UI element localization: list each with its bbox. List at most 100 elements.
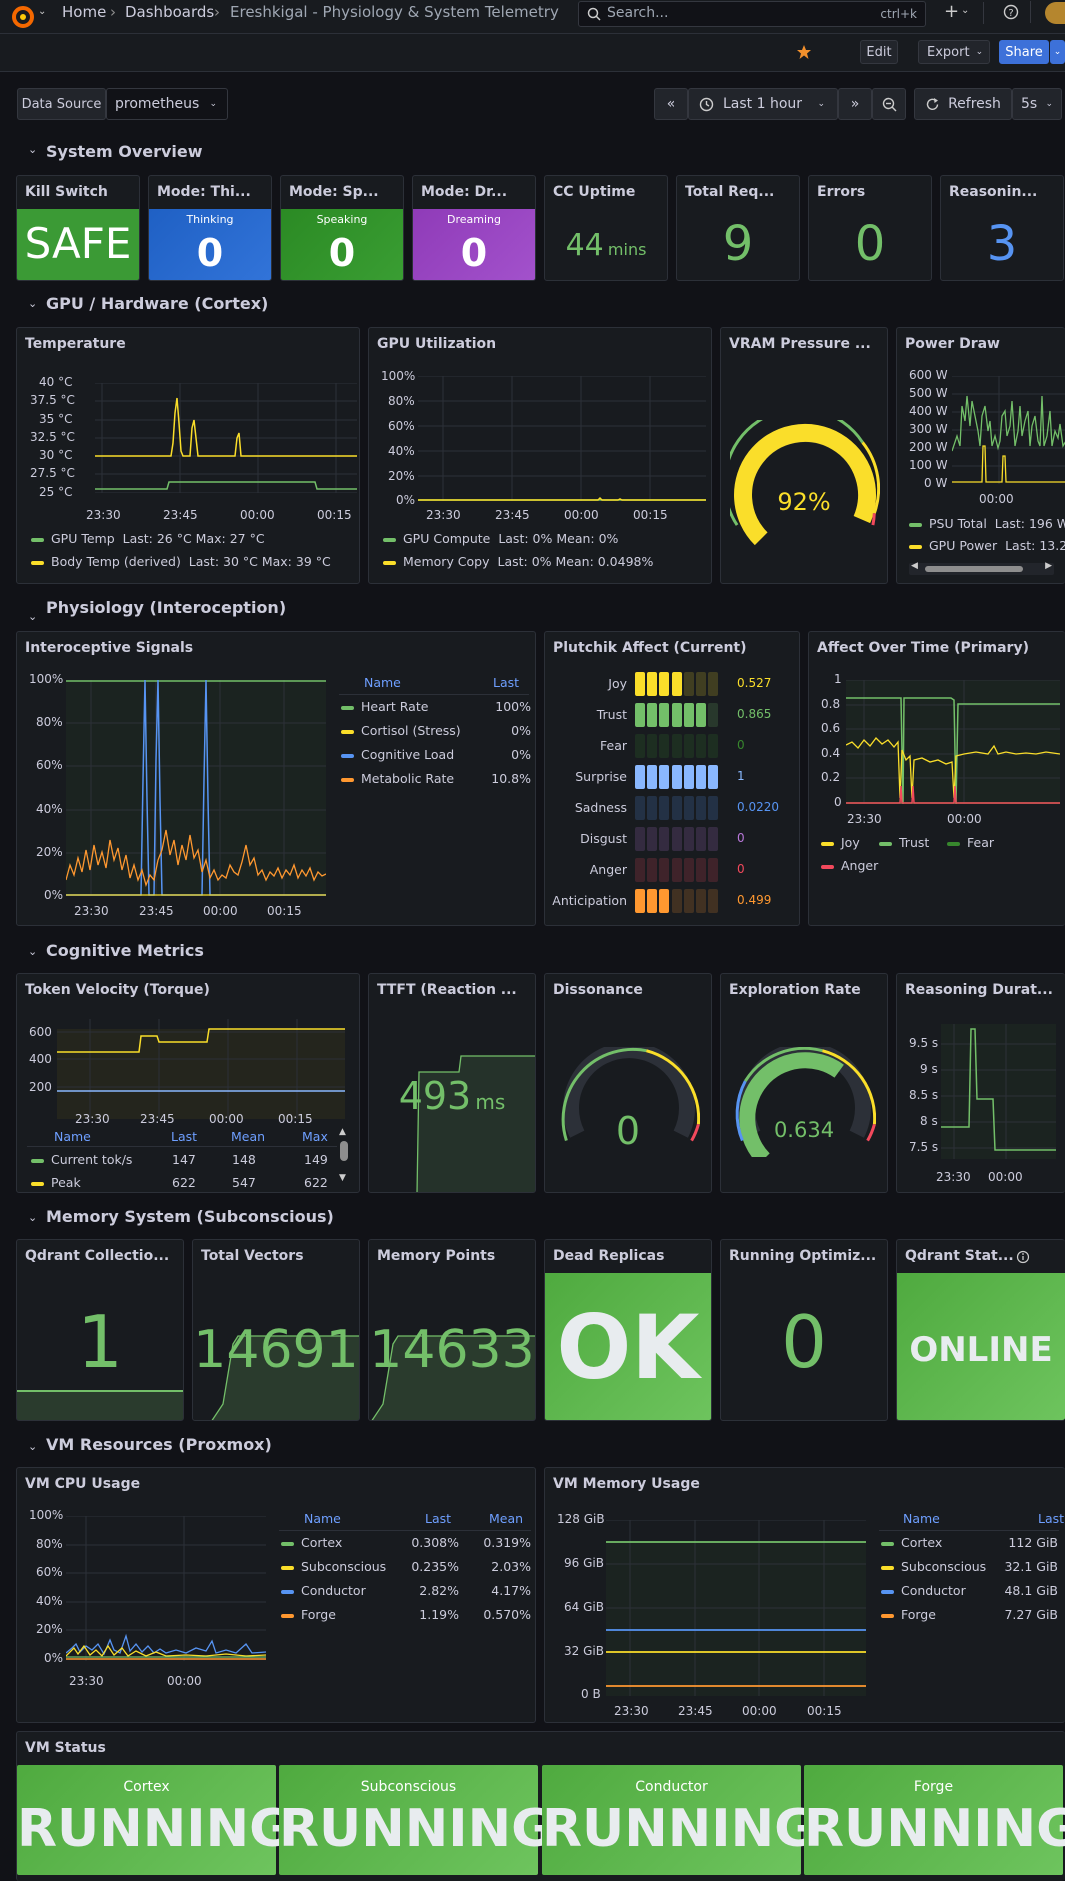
reasoning-panel: Reasonin... 3 [940, 175, 1064, 281]
table-header-last[interactable]: Last [171, 1129, 198, 1144]
table-header-mean[interactable]: Mean [489, 1511, 524, 1526]
chevron-down-icon[interactable]: ⌄ [28, 1440, 38, 1453]
vm-cpu-chart[interactable] [66, 1516, 266, 1661]
legend-item[interactable]: Trust [879, 835, 929, 850]
affect-over-time-chart[interactable] [846, 680, 1060, 804]
legend-item[interactable]: PSU Total Last: 196 W [909, 516, 1065, 531]
time-forward-button[interactable]: » [838, 88, 872, 120]
legend-item[interactable]: Body Temp (derived) Last: 30 °C Max: 39 … [31, 554, 331, 569]
table-row[interactable]: Forge 1.19% 0.570% [281, 1607, 531, 1622]
table-header-max[interactable]: Max [302, 1129, 328, 1144]
vm-tile-name: Subconscious [360, 1779, 457, 1795]
plutchik-row[interactable]: Sadness 0.0220 [545, 795, 799, 821]
token-velocity-chart[interactable] [57, 1019, 345, 1119]
table-row[interactable]: Cortex 112 GiB [881, 1535, 1058, 1550]
table-header-name[interactable]: Name [364, 675, 401, 690]
table-header-name[interactable]: Name [903, 1511, 940, 1526]
dissonance-gauge[interactable] [558, 1047, 700, 1157]
table-row[interactable]: Heart Rate 100% [341, 699, 531, 714]
legend-item[interactable]: GPU Compute Last: 0% Mean: 0% [383, 531, 618, 546]
table-row[interactable]: Subconscious 0.235% 2.03% [281, 1559, 531, 1574]
table-header-name[interactable]: Name [54, 1129, 91, 1144]
table-row[interactable]: Subconscious 32.1 GiB [881, 1559, 1058, 1574]
section-physiology[interactable]: Physiology (Interoception) [46, 598, 287, 617]
legend-item[interactable]: GPU Temp Last: 26 °C Max: 27 °C [31, 531, 265, 546]
reasoning-duration-chart[interactable] [941, 1024, 1056, 1159]
star-icon[interactable] [796, 44, 812, 60]
legend-item[interactable]: Joy [821, 835, 860, 850]
plutchik-row[interactable]: Disgust 0 [545, 826, 799, 852]
plutchik-row[interactable]: Anger 0 [545, 857, 799, 883]
chevron-down-icon[interactable]: ⌄ [961, 5, 970, 16]
x-tick: 23:45 [163, 508, 198, 522]
table-row[interactable]: Cognitive Load 0% [341, 747, 531, 762]
exploration-gauge[interactable] [734, 1047, 876, 1157]
plutchik-row[interactable]: Fear 0 [545, 733, 799, 759]
refresh-interval-select[interactable]: 5s ⌄ [1012, 88, 1062, 120]
share-dropdown-button[interactable]: ⌄ [1050, 40, 1065, 64]
interoceptive-chart[interactable] [66, 680, 326, 898]
zoom-out-button[interactable] [872, 88, 906, 120]
gpu-utilization-chart[interactable] [418, 376, 706, 501]
plutchik-row[interactable]: Surprise 1 [545, 764, 799, 790]
table-row[interactable]: Conductor 48.1 GiB [881, 1583, 1058, 1598]
table-header-last[interactable]: Last [425, 1511, 452, 1526]
legend-item[interactable]: Anger [821, 858, 878, 873]
scroll-right-icon[interactable]: ▶ [1045, 561, 1052, 571]
chevron-down-icon[interactable]: ⌄ [28, 945, 38, 958]
table-row[interactable]: Current tok/s 147 148 149 [31, 1152, 331, 1167]
plutchik-row[interactable]: Joy 0.527 [545, 671, 799, 697]
section-gpu-hardware[interactable]: GPU / Hardware (Cortex) [46, 294, 269, 313]
table-header-mean[interactable]: Mean [231, 1129, 266, 1144]
temperature-chart[interactable] [95, 383, 357, 493]
refresh-button[interactable]: Refresh [914, 88, 1012, 120]
plutchik-bar-segment [708, 765, 719, 789]
chevron-down-icon[interactable]: ⌄ [38, 6, 47, 17]
chevron-down-icon[interactable]: ⌄ [28, 1211, 38, 1224]
scroll-left-icon[interactable]: ◀ [911, 561, 918, 571]
plutchik-row[interactable]: Trust 0.865 [545, 702, 799, 728]
section-system-overview[interactable]: System Overview [46, 142, 203, 161]
grafana-logo-icon[interactable] [10, 4, 36, 30]
table-row[interactable]: Cortex 0.308% 0.319% [281, 1535, 531, 1550]
y-tick: 0 W [924, 476, 948, 490]
chevron-down-icon[interactable]: ⌄ [28, 143, 38, 156]
plutchik-row[interactable]: Anticipation 0.499 [545, 888, 799, 914]
breadcrumb-home[interactable]: Home [62, 3, 107, 21]
time-back-button[interactable]: « [654, 88, 688, 120]
datasource-select[interactable]: prometheus ⌄ [106, 88, 228, 120]
chevron-down-icon[interactable]: ⌄ [28, 297, 38, 310]
total-requests-value: 9 [722, 216, 754, 272]
search-box[interactable]: Search... ctrl+k [578, 1, 926, 27]
table-row[interactable]: Peak 622 547 622 [31, 1175, 331, 1187]
breadcrumb-dashboards[interactable]: Dashboards [125, 3, 215, 21]
table-header-last[interactable]: Last [493, 675, 520, 690]
table-header-last[interactable]: Last [1038, 1511, 1065, 1526]
time-range-picker[interactable]: Last 1 hour ⌄ [688, 88, 838, 120]
power-draw-chart[interactable] [952, 376, 1065, 484]
table-row[interactable]: Metabolic Rate 10.8% [341, 771, 531, 786]
export-button[interactable]: Export ⌄ [918, 40, 990, 64]
scroll-thumb[interactable] [925, 566, 1023, 572]
vm-memory-chart[interactable] [606, 1520, 866, 1696]
section-vm-resources[interactable]: VM Resources (Proxmox) [46, 1435, 272, 1454]
legend-item[interactable]: Fear [947, 835, 994, 850]
vram-gauge[interactable] [730, 420, 880, 550]
legend-item[interactable]: Memory Copy Last: 0% Mean: 0.0498% [383, 554, 653, 569]
avatar[interactable] [1045, 2, 1065, 24]
table-row[interactable]: Conductor 2.82% 4.17% [281, 1583, 531, 1598]
share-button[interactable]: Share [999, 40, 1049, 64]
info-icon[interactable] [1016, 1250, 1030, 1264]
table-header-name[interactable]: Name [304, 1511, 341, 1526]
legend-item[interactable]: GPU Power Last: 13.2 [909, 538, 1065, 553]
chevron-down-icon[interactable]: ⌄ [28, 610, 38, 623]
section-memory-system[interactable]: Memory System (Subconscious) [46, 1207, 334, 1226]
help-icon[interactable]: ? [1003, 4, 1019, 20]
add-button[interactable]: + [944, 1, 960, 22]
horizontal-scrollbar[interactable]: ◀ ▶ [909, 561, 1054, 575]
table-row[interactable]: Cortisol (Stress) 0% [341, 723, 531, 738]
table-row[interactable]: Forge 7.27 GiB [881, 1607, 1058, 1622]
edit-button[interactable]: Edit [860, 40, 898, 64]
vertical-scrollbar[interactable]: ▲ ▼ [339, 1127, 349, 1187]
section-cognitive-metrics[interactable]: Cognitive Metrics [46, 941, 204, 960]
